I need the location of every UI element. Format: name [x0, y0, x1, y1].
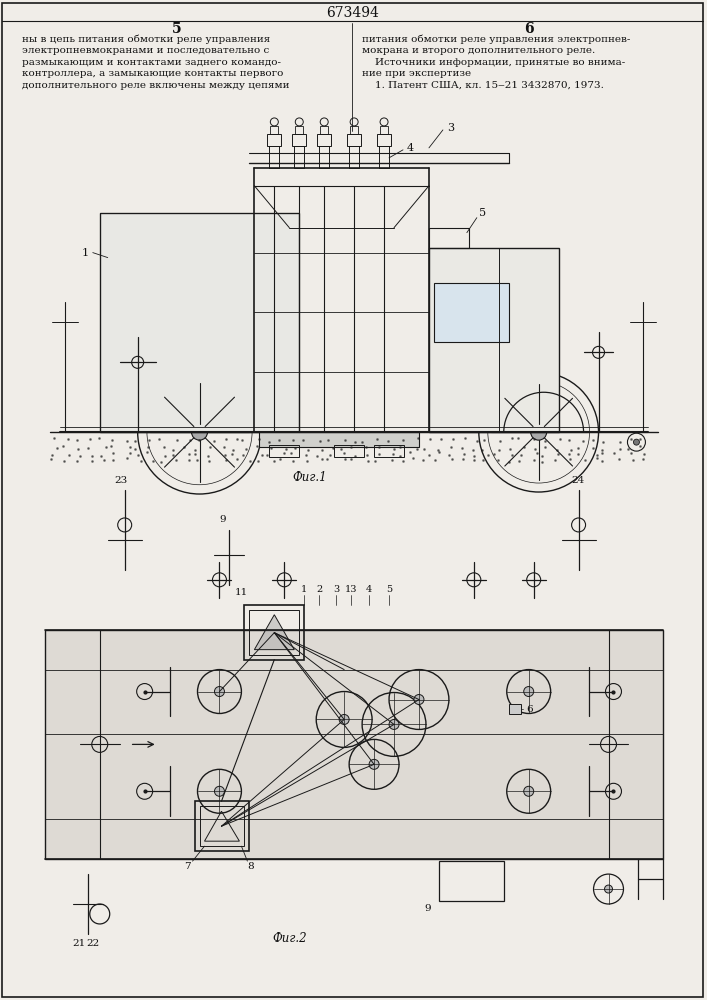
Bar [269, 445, 299, 457]
Text: 9: 9 [219, 515, 226, 524]
Bar [296, 126, 303, 134]
Text: Фиг.1: Фиг.1 [292, 471, 327, 484]
Bar [377, 134, 391, 146]
Bar [270, 126, 279, 134]
Text: 6: 6 [524, 22, 534, 36]
Text: 6: 6 [527, 705, 533, 714]
Text: 24: 24 [571, 476, 585, 485]
Text: 7: 7 [185, 862, 191, 871]
Text: Фиг.2: Фиг.2 [272, 932, 307, 945]
Bar [509, 704, 521, 714]
Text: 4: 4 [407, 143, 414, 153]
Circle shape [414, 695, 424, 704]
Bar [380, 126, 388, 134]
Bar [317, 134, 331, 146]
Bar [429, 228, 469, 248]
Text: дополнительного реле включены между цепями: дополнительного реле включены между цепя… [22, 81, 289, 90]
Bar [429, 248, 559, 432]
Bar [194, 801, 250, 851]
Circle shape [389, 719, 399, 729]
Text: электропневмокранами и последовательно с: электропневмокранами и последовательно с [22, 46, 269, 55]
Text: 5: 5 [172, 22, 182, 36]
Text: 11: 11 [235, 588, 247, 597]
Bar [320, 146, 329, 168]
Text: 3: 3 [333, 585, 339, 594]
Text: 22: 22 [87, 939, 100, 948]
Text: 8: 8 [247, 862, 254, 871]
Bar [320, 126, 328, 134]
Circle shape [192, 424, 207, 440]
Bar [100, 213, 299, 432]
Text: питания обмотки реле управления электропнев-: питания обмотки реле управления электроп… [362, 34, 631, 44]
Bar [259, 432, 419, 447]
Text: 2: 2 [316, 585, 322, 594]
Text: контроллера, а замыкающие контакты первого: контроллера, а замыкающие контакты перво… [22, 69, 284, 78]
Circle shape [633, 439, 639, 445]
Bar [439, 861, 504, 901]
Bar [434, 283, 509, 342]
Bar [292, 134, 306, 146]
Text: 4: 4 [366, 585, 372, 594]
Circle shape [524, 687, 534, 697]
Bar [374, 445, 404, 457]
Text: ны в цепь питания обмотки реле управления: ны в цепь питания обмотки реле управлени… [22, 34, 270, 44]
Text: 1: 1 [301, 585, 308, 594]
Polygon shape [255, 615, 294, 650]
Circle shape [369, 759, 379, 769]
Text: 5: 5 [479, 208, 486, 218]
Text: ние при экспертизе: ние при экспертизе [362, 69, 472, 78]
Bar [267, 134, 281, 146]
Circle shape [524, 786, 534, 796]
Text: 9: 9 [424, 904, 431, 913]
Bar [350, 126, 358, 134]
Circle shape [531, 424, 547, 440]
Bar [269, 146, 279, 168]
Circle shape [214, 786, 224, 796]
Text: 1. Патент США, кл. 15‒21 3432870, 1973.: 1. Патент США, кл. 15‒21 3432870, 1973. [362, 81, 604, 90]
Bar [199, 806, 245, 846]
Bar [294, 146, 304, 168]
Bar [250, 610, 299, 655]
Bar [379, 146, 389, 168]
Text: 13: 13 [345, 585, 358, 594]
Bar [100, 213, 299, 432]
Text: мокрана и второго дополнительного реле.: мокрана и второго дополнительного реле. [362, 46, 595, 55]
Circle shape [339, 714, 349, 724]
Text: 1: 1 [82, 248, 89, 258]
Text: 23: 23 [115, 476, 128, 485]
Bar [245, 605, 304, 660]
Text: 673494: 673494 [326, 6, 378, 20]
Text: Источники информации, принятые во внима-: Источники информации, принятые во внима- [362, 58, 626, 67]
Text: 3: 3 [447, 123, 454, 133]
Text: 5: 5 [386, 585, 392, 594]
Text: размыкающим и контактами заднего командо-: размыкающим и контактами заднего командо… [22, 58, 281, 67]
Bar [334, 445, 364, 457]
Text: 21: 21 [72, 939, 85, 948]
Bar [347, 134, 361, 146]
Bar [349, 146, 359, 168]
Bar [45, 630, 663, 859]
Circle shape [214, 687, 224, 697]
Circle shape [604, 885, 612, 893]
